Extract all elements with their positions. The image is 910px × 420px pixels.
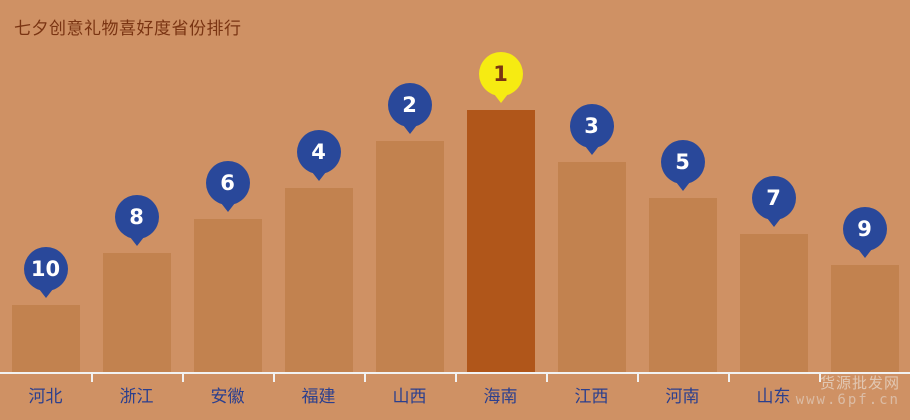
bar <box>648 198 717 372</box>
bar-slot: 3 <box>546 40 637 372</box>
x-axis-line <box>0 372 910 374</box>
bar <box>193 219 262 372</box>
bar <box>739 234 808 372</box>
bar-slot: 5 <box>637 40 728 372</box>
axis-tick <box>364 374 366 382</box>
bar <box>375 141 444 372</box>
bar-slot: 6 <box>182 40 273 372</box>
axis-label: 山西 <box>392 387 427 407</box>
rank-badge: 1 <box>478 52 523 96</box>
axis-tick <box>728 374 730 382</box>
axis-tick <box>546 374 548 382</box>
bar-slot: 1 <box>455 40 546 372</box>
rank-badge: 7 <box>751 176 796 220</box>
bar-slot: 9 <box>819 40 910 372</box>
bar <box>830 265 899 372</box>
bar-slot: 4 <box>273 40 364 372</box>
rank-badge: 10 <box>23 247 68 291</box>
rank-badge: 3 <box>569 104 614 148</box>
axis-label: 海南 <box>483 387 518 407</box>
bar-slot: 7 <box>728 40 819 372</box>
axis-tick <box>637 374 639 382</box>
rank-badge: 5 <box>660 140 705 184</box>
axis-label: 福建 <box>301 387 336 407</box>
x-axis-labels: 河北 浙江 安徽 福建 山西 海南 江西 河南 山东 <box>0 374 910 420</box>
axis-label: 河南 <box>665 387 700 407</box>
rank-badge: 4 <box>296 130 341 174</box>
bar <box>466 110 535 372</box>
bar-slot: 8 <box>91 40 182 372</box>
axis-tick <box>273 374 275 382</box>
bar-series: 10 8 6 4 2 1 3 5 7 9 <box>0 40 910 372</box>
axis-label: 安徽 <box>210 387 245 407</box>
axis-label: 浙江 <box>119 387 154 407</box>
axis-tick <box>455 374 457 382</box>
rank-badge: 2 <box>387 83 432 127</box>
rank-badge: 8 <box>114 195 159 239</box>
axis-tick <box>91 374 93 382</box>
rank-badge: 9 <box>842 207 887 251</box>
bar-slot: 10 <box>0 40 91 372</box>
axis-label: 江西 <box>574 387 609 407</box>
bar <box>284 188 353 372</box>
axis-tick <box>819 374 821 382</box>
axis-label: 山东 <box>756 387 791 407</box>
plot-area: 10 8 6 4 2 1 3 5 7 9 <box>0 40 910 372</box>
bar <box>557 162 626 372</box>
rank-badge: 6 <box>205 161 250 205</box>
chart-title: 七夕创意礼物喜好度省份排行 <box>14 19 242 39</box>
bar <box>11 305 80 372</box>
bar-slot: 2 <box>364 40 455 372</box>
axis-tick <box>182 374 184 382</box>
bar <box>102 253 171 372</box>
axis-label: 河北 <box>28 387 63 407</box>
